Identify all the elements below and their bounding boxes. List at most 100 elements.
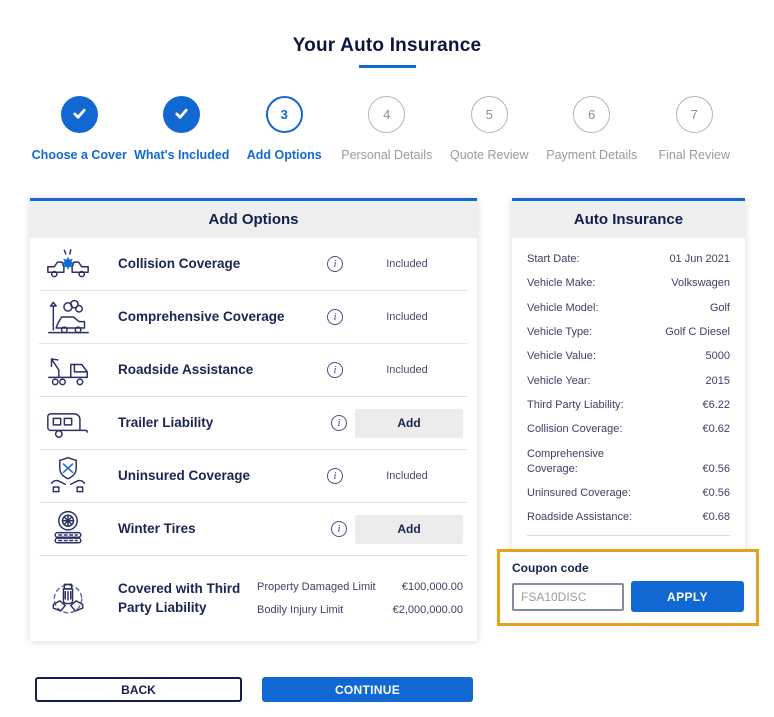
detail-value: 2015 <box>705 374 730 387</box>
wizard-stepper: Choose a Cover What's Included 3 Add Opt… <box>28 96 746 162</box>
limit-value: €2,000,000.00 <box>392 603 463 616</box>
back-button[interactable]: BACK <box>35 677 242 702</box>
detail-label: Vehicle Model: <box>527 301 599 314</box>
detail-label: Collision Coverage: <box>527 423 623 436</box>
detail-value: €0.62 <box>702 423 730 436</box>
step-number-circle: 3 <box>265 96 303 133</box>
winter-tires-icon <box>44 506 92 552</box>
option-row-third-party: Covered with Third Party Liability Prope… <box>39 556 468 641</box>
add-winter-tires-button[interactable]: Add <box>355 514 463 544</box>
step-label: Final Review <box>658 148 731 162</box>
option-status: Included <box>386 364 428 376</box>
option-name: Trailer Liability <box>118 414 214 430</box>
step-quote-review[interactable]: 5 Quote Review <box>438 96 541 162</box>
page-title: Your Auto Insurance <box>292 35 482 56</box>
limit-line: Bodily Injury Limit €2,000,000.00 <box>257 603 463 617</box>
summary-body: Start Date: 01 Jun 2021 Vehicle Make: Vo… <box>512 238 745 578</box>
add-trailer-liability-button[interactable]: Add <box>355 408 463 438</box>
limit-label: Bodily Injury Limit <box>257 603 344 616</box>
apply-coupon-button[interactable]: APPLY <box>631 581 744 612</box>
summary-row-third-party: Third Party Liability: €6.22 <box>527 398 730 413</box>
info-icon[interactable]: i <box>331 521 347 537</box>
info-icon[interactable]: i <box>327 256 343 272</box>
summary-row-collision: Collision Coverage: €0.62 <box>527 422 730 437</box>
trailer-icon <box>44 400 92 446</box>
option-row-roadside: Roadside Assistance i Included <box>39 344 468 397</box>
comprehensive-icon <box>44 294 92 340</box>
title-underline <box>359 65 416 68</box>
option-name: Roadside Assistance <box>118 361 254 377</box>
step-label: Choose a Cover <box>31 148 127 162</box>
coupon-row: APPLY <box>512 581 744 612</box>
step-label: What's Included <box>134 148 230 162</box>
detail-value: Volkswagen <box>671 277 730 290</box>
info-icon[interactable]: i <box>331 415 347 431</box>
option-name: Collision Coverage <box>118 255 241 271</box>
option-name: Comprehensive Coverage <box>118 308 285 324</box>
option-row-comprehensive: Comprehensive Coverage i Included <box>39 291 468 344</box>
liability-limits: Property Damaged Limit €100,000.00 Bodil… <box>257 580 463 617</box>
step-label: Payment Details <box>546 148 638 162</box>
summary-row-uninsured: Uninsured Coverage: €0.56 <box>527 486 730 501</box>
detail-label: Vehicle Make: <box>527 277 596 290</box>
option-row-winter-tires: Winter Tires i Add <box>39 503 468 556</box>
step-personal-details[interactable]: 4 Personal Details <box>336 96 439 162</box>
step-label: Personal Details <box>341 148 433 162</box>
collision-icon <box>44 241 92 287</box>
info-icon[interactable]: i <box>327 362 343 378</box>
detail-label: Vehicle Type: <box>527 326 593 339</box>
summary-row-roadside: Roadside Assistance: €0.68 <box>527 510 730 525</box>
option-row-uninsured: Uninsured Coverage i Included <box>39 450 468 503</box>
step-number-circle: 4 <box>368 96 406 133</box>
detail-label: Start Date: <box>527 253 580 265</box>
detail-value: 01 Jun 2021 <box>669 253 730 265</box>
option-name: Uninsured Coverage <box>118 467 251 483</box>
option-name: Winter Tires <box>118 520 196 536</box>
detail-value: €0.68 <box>702 511 730 524</box>
step-add-options[interactable]: 3 Add Options <box>233 96 336 162</box>
step-number-circle: 5 <box>470 96 508 133</box>
third-party-liability-icon <box>44 576 92 622</box>
uninsured-icon <box>44 453 92 499</box>
step-label: Quote Review <box>449 148 529 162</box>
option-row-trailer: Trailer Liability i Add <box>39 397 468 450</box>
step-done-circle <box>60 96 98 133</box>
info-icon[interactable]: i <box>327 309 343 325</box>
detail-label: Roadside Assistance: <box>527 511 633 524</box>
summary-divider <box>527 534 730 536</box>
detail-label: Comprehensive Coverage: <box>527 447 605 475</box>
coupon-code-input[interactable] <box>512 582 624 611</box>
summary-row-start-date: Start Date: 01 Jun 2021 <box>527 252 730 267</box>
continue-button[interactable]: CONTINUE <box>262 677 473 702</box>
detail-value: 5000 <box>705 350 730 363</box>
detail-value: €6.22 <box>702 399 730 412</box>
detail-value: €0.56 <box>702 486 730 499</box>
step-number-circle: 6 <box>573 96 611 133</box>
step-final-review[interactable]: 7 Final Review <box>643 96 746 162</box>
step-payment-details[interactable]: 6 Payment Details <box>541 96 644 162</box>
roadside-assistance-icon <box>44 347 92 393</box>
option-status: Included <box>386 470 428 482</box>
detail-value: Golf <box>709 301 730 314</box>
detail-value: €0.56 <box>702 462 730 475</box>
info-icon[interactable]: i <box>327 468 343 484</box>
add-options-panel: Add Options Collision Coverage i Include… <box>30 198 477 641</box>
summary-row-vehicle-make: Vehicle Make: Volkswagen <box>527 276 730 291</box>
detail-label: Vehicle Year: <box>527 374 591 387</box>
option-status: Included <box>386 311 428 323</box>
add-options-panel-title: Add Options <box>30 201 477 238</box>
summary-row-comprehensive: Comprehensive Coverage: €0.56 <box>527 447 730 477</box>
step-choose-a-cover[interactable]: Choose a Cover <box>28 96 131 162</box>
limit-value: €100,000.00 <box>401 581 463 594</box>
summary-row-vehicle-type: Vehicle Type: Golf C Diesel <box>527 325 730 340</box>
summary-row-vehicle-model: Vehicle Model: Golf <box>527 301 730 316</box>
limit-label: Property Damaged Limit <box>257 581 376 594</box>
option-row-collision: Collision Coverage i Included <box>39 238 468 291</box>
check-icon <box>72 106 87 124</box>
summary-row-vehicle-value: Vehicle Value: 5000 <box>527 349 730 364</box>
limit-line: Property Damaged Limit €100,000.00 <box>257 580 463 594</box>
detail-label: Uninsured Coverage: <box>527 486 631 499</box>
detail-value: Golf C Diesel <box>665 326 730 339</box>
step-whats-included[interactable]: What's Included <box>131 96 234 162</box>
